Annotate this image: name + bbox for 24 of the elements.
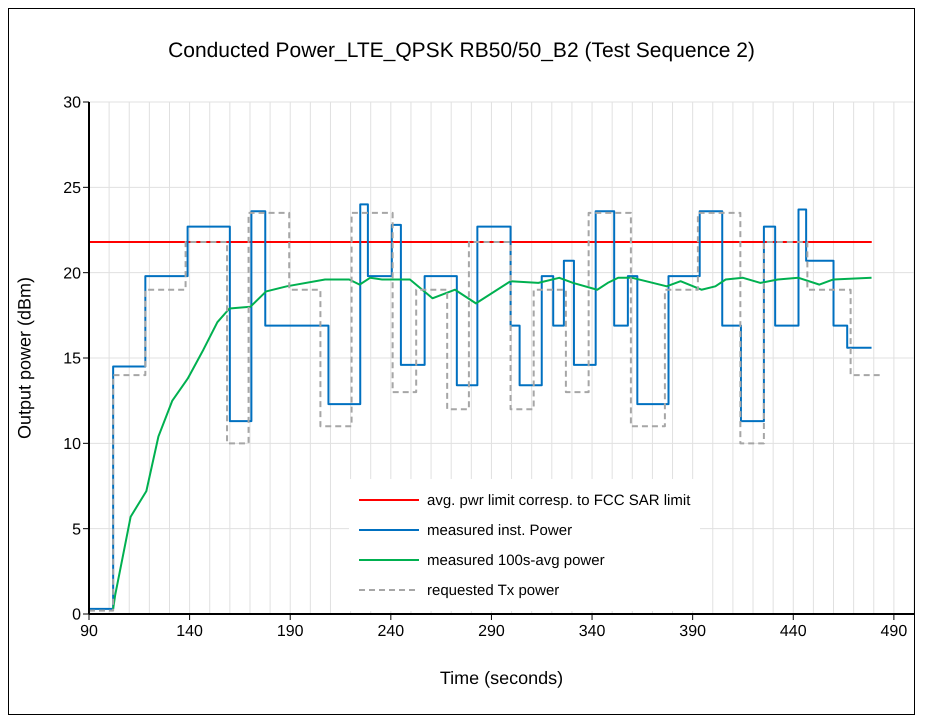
x-tick-label: 390: [679, 623, 706, 640]
y-tick-label: 25: [63, 180, 82, 198]
x-tick-label: 290: [478, 623, 505, 640]
x-tick-label: 490: [880, 623, 908, 640]
y-tick-label: 10: [63, 436, 82, 454]
x-tick-label: 340: [578, 623, 606, 640]
chart-title: Conducted Power_LTE_QPSK RB50/50_B2 (Test Sequence 2): [167, 39, 756, 63]
y-tick-label: 20: [63, 265, 82, 282]
legend-label: measured 100s-avg power: [427, 552, 605, 568]
legend-label: measured inst. Power: [427, 522, 572, 538]
x-tick-label: 440: [780, 623, 807, 640]
y-tick-label: 15: [63, 350, 82, 368]
y-tick-label: 5: [72, 521, 82, 538]
x-tick-label: 240: [377, 623, 404, 640]
x-tick-label: 90: [80, 623, 98, 640]
x-tick-label: 140: [176, 623, 204, 640]
y-tick-label: 30: [63, 94, 82, 112]
y-axis-title: Output power (dBm): [14, 276, 34, 440]
legend-label: requested Tx power: [427, 582, 560, 598]
line-series: [112, 276, 873, 610]
y-tick-label: 0: [72, 606, 82, 624]
legend-label: avg. pwr limit corresp. to FCC SAR limit: [427, 492, 690, 508]
x-axis-title: Time (seconds): [440, 668, 564, 688]
x-tick-label: 190: [276, 623, 304, 640]
